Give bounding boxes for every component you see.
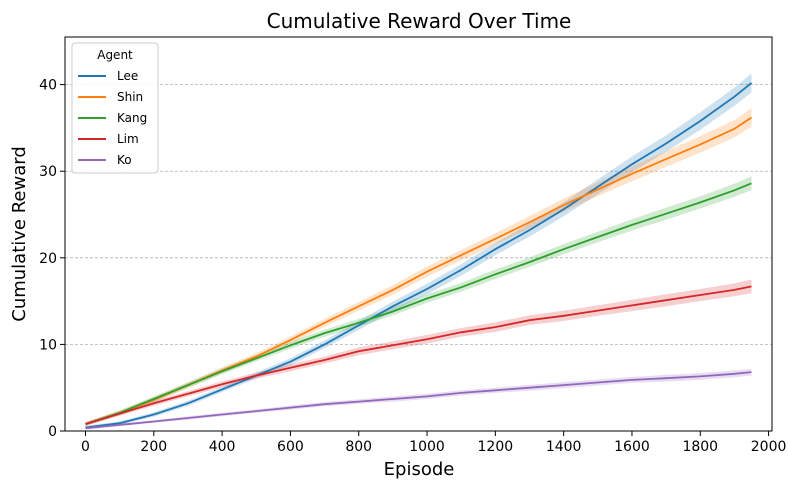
series-line-ko (85, 371, 752, 430)
x-tick-label-0: 0 (81, 439, 90, 455)
x-tick-label-1: 200 (140, 439, 167, 455)
legend-label-kang: Kang (117, 111, 147, 125)
legend-label-ko: Ko (117, 153, 132, 167)
x-tick-label-8: 1600 (614, 439, 650, 455)
x-axis-ticks: 0 200 400 600 800 1000 1200 1400 1600 1800 2000 (81, 431, 786, 455)
series-lines (85, 82, 753, 430)
legend-label-shin: Shin (117, 90, 143, 104)
band-ko (85, 368, 752, 430)
plot-frame (64, 36, 773, 432)
x-tick-label-10: 2000 (751, 439, 787, 455)
series-line-kang (85, 182, 752, 425)
chart-title: Cumulative Reward Over Time (267, 9, 572, 33)
legend-items: Lee Shin Kang Lim Ko (78, 69, 147, 167)
x-tick-label-2: 400 (209, 439, 236, 455)
legend-box (71, 42, 159, 174)
legend: Agent Lee Shin Kang Lim Ko (71, 42, 159, 174)
legend-label-lee: Lee (117, 69, 138, 83)
y-axis-title: Cumulative Reward (9, 146, 30, 322)
x-tick-label-6: 1200 (478, 439, 514, 455)
y-tick-label-3: 30 (39, 164, 57, 180)
y-tick-label-0: 0 (48, 424, 57, 440)
y-axis-ticks: 0 10 20 30 40 (39, 78, 65, 440)
x-axis-title: Episode (384, 459, 455, 480)
x-tick-label-4: 800 (345, 439, 372, 455)
legend-label-lim: Lim (117, 132, 139, 146)
grid-lines (65, 84, 772, 345)
legend-title: Agent (97, 48, 133, 62)
x-tick-label-9: 1800 (682, 439, 718, 455)
confidence-bands (85, 73, 752, 430)
x-tick-label-5: 1000 (409, 439, 445, 455)
y-tick-label-4: 40 (39, 78, 57, 94)
y-tick-label-1: 10 (39, 337, 57, 353)
y-tick-label-2: 20 (39, 251, 57, 267)
series-line-lim (85, 285, 752, 425)
series-line-lee (85, 82, 753, 429)
band-lim (85, 279, 752, 426)
x-tick-label-7: 1400 (546, 439, 582, 455)
x-tick-label-3: 600 (277, 439, 304, 455)
